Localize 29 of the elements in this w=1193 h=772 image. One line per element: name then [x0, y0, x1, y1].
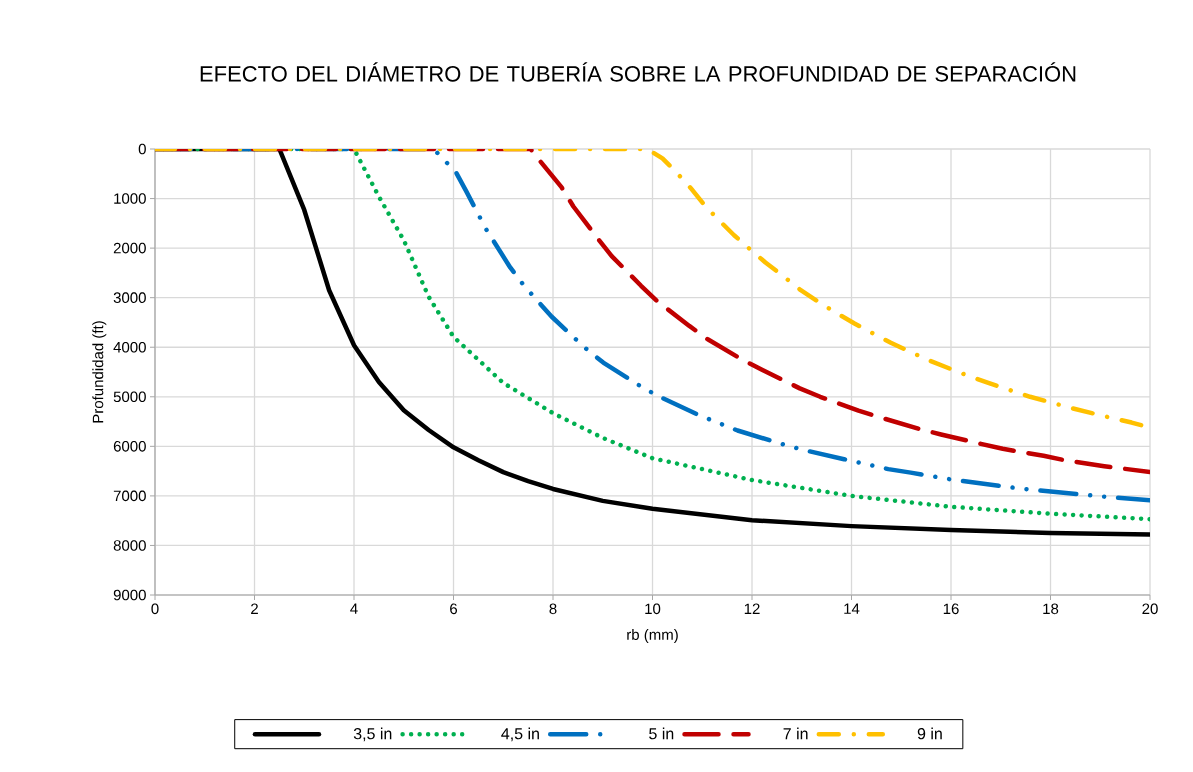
- x-tick-label: 6: [450, 603, 458, 615]
- legend-label: 9 in: [917, 727, 942, 740]
- chart-title: EFECTO DEL DIÁMETRO DE TUBERÍA SOBRE LA PROFUNDIDAD DE SEPARACIÓN: [200, 62, 1076, 82]
- y-tick-label: 0: [138, 143, 146, 155]
- x-axis-title: rb (mm): [627, 628, 678, 643]
- x-tick-label: 18: [1043, 603, 1059, 615]
- x-tick-label: 10: [645, 603, 661, 615]
- y-axis-title: Profundidad (ft): [92, 321, 107, 423]
- legend-label: 7 in: [783, 727, 808, 740]
- y-tick-label: 9000: [113, 589, 146, 601]
- y-tick-label: 4000: [113, 341, 146, 353]
- y-tick-label: 7000: [113, 490, 146, 502]
- y-tick-label: 3000: [113, 292, 146, 303]
- legend-label: 5 in: [649, 727, 674, 740]
- x-tick-label: 14: [844, 603, 860, 614]
- x-tick-label: 2: [251, 603, 258, 614]
- y-tick-label: 2000: [113, 242, 146, 254]
- y-tick-label: 6000: [113, 441, 146, 452]
- x-tick-label: 20: [1142, 603, 1158, 615]
- legend-label: 4,5 in: [501, 727, 539, 742]
- y-tick-label: 1000: [114, 193, 146, 204]
- legend-label: 3,5 in: [353, 727, 392, 742]
- x-tick-label: 16: [943, 603, 959, 615]
- x-tick-label: 0: [151, 603, 159, 615]
- y-tick-label: 8000: [113, 540, 146, 551]
- x-tick-label: 12: [744, 603, 760, 614]
- x-tick-label: 4: [350, 603, 358, 614]
- x-tick-label: 8: [549, 603, 557, 615]
- y-tick-label: 5000: [113, 391, 146, 403]
